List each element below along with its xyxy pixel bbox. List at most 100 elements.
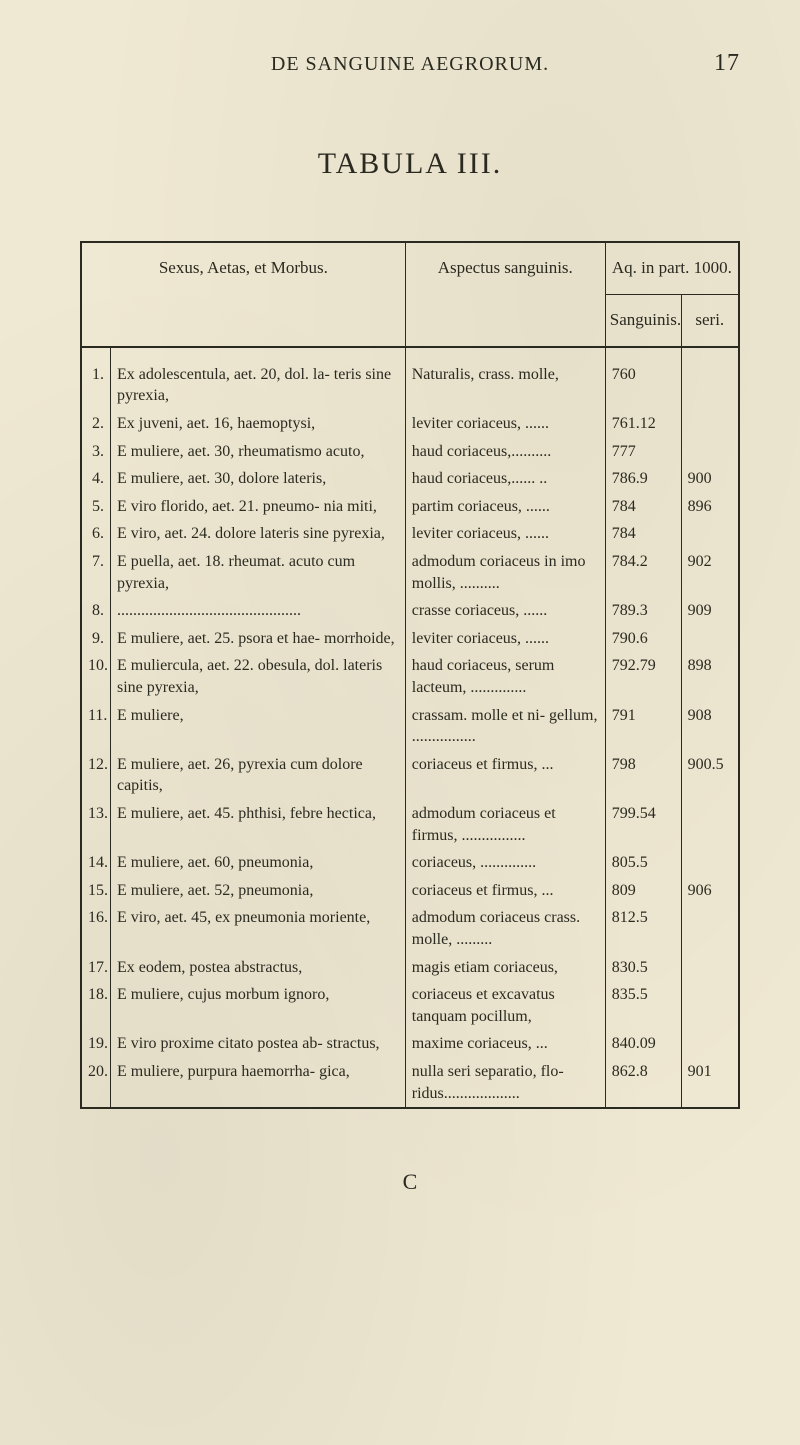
cell-seri: 900: [681, 465, 739, 493]
table-row: 9.E muliere, aet. 25. psora et hae- morr…: [81, 625, 739, 653]
row-number: 20.: [81, 1058, 110, 1108]
cell-aspectus: admodum coriaceus in imo mollis, .......…: [405, 548, 605, 597]
running-head: DE SANGUINE AEGRORUM. 17: [80, 50, 740, 77]
cell-aspectus: leviter coriaceus, ......: [405, 520, 605, 548]
cell-sexus: E muliere, aet. 45. phthisi, febre hecti…: [110, 800, 405, 849]
col-head-sexus: Sexus, Aetas, et Morbus.: [81, 242, 405, 294]
cell-sexus: ........................................…: [110, 597, 405, 625]
cell-sexus: E muliere, aet. 30, rheumatismo acuto,: [110, 438, 405, 466]
cell-sexus: E muliere, aet. 60, pneumonia,: [110, 849, 405, 877]
cell-sexus: Ex eodem, postea abstractus,: [110, 954, 405, 982]
cell-sanguinis: 784.2: [605, 548, 681, 597]
table-row: 11.E muliere,crassam. molle et ni- gellu…: [81, 702, 739, 751]
cell-sexus: Ex adolescentula, aet. 20, dol. la- teri…: [110, 347, 405, 410]
row-number: 2.: [81, 410, 110, 438]
row-number: 7.: [81, 548, 110, 597]
cell-aspectus: leviter coriaceus, ......: [405, 625, 605, 653]
cell-seri: 896: [681, 493, 739, 521]
cell-sexus: E muliere, aet. 25. psora et hae- morrho…: [110, 625, 405, 653]
cell-sexus: E viro proxime citato postea ab- stractu…: [110, 1030, 405, 1058]
cell-sanguinis: 830.5: [605, 954, 681, 982]
row-number: 4.: [81, 465, 110, 493]
cell-seri: 898: [681, 652, 739, 701]
col-head-aq: Aq. in part. 1000.: [605, 242, 739, 294]
cell-sanguinis: 809: [605, 877, 681, 905]
row-number: 1.: [81, 347, 110, 410]
gathering-signature: C: [80, 1169, 740, 1195]
cell-sanguinis: 791: [605, 702, 681, 751]
cell-sanguinis: 784: [605, 493, 681, 521]
cell-sexus: E viro florido, aet. 21. pneumo- nia mit…: [110, 493, 405, 521]
cell-aspectus: admodum coriaceus et firmus, ...........…: [405, 800, 605, 849]
cell-aspectus: haud coriaceus, serum lacteum, .........…: [405, 652, 605, 701]
row-number: 9.: [81, 625, 110, 653]
row-number: 17.: [81, 954, 110, 982]
row-number: 15.: [81, 877, 110, 905]
row-number: 14.: [81, 849, 110, 877]
table-body: 1.Ex adolescentula, aet. 20, dol. la- te…: [81, 347, 739, 1108]
cell-sanguinis: 862.8: [605, 1058, 681, 1108]
page-number: 17: [690, 50, 740, 77]
table-row: 15.E muliere, aet. 52, pneumonia,coriace…: [81, 877, 739, 905]
cell-aspectus: partim coriaceus, ......: [405, 493, 605, 521]
col-subhead-sanguinis: Sanguinis.: [605, 294, 681, 346]
cell-seri: [681, 904, 739, 953]
table-row: 6.E viro, aet. 24. dolore lateris sine p…: [81, 520, 739, 548]
cell-aspectus: coriaceus et excavatus tanquam pocillum,: [405, 981, 605, 1030]
table-row: 7.E puella, aet. 18. rheumat. acuto cum …: [81, 548, 739, 597]
table-row: 12.E muliere, aet. 26, pyrexia cum dolor…: [81, 751, 739, 800]
cell-sanguinis: 792.79: [605, 652, 681, 701]
cell-sexus: E muliere,: [110, 702, 405, 751]
cell-sexus: Ex juveni, aet. 16, haemoptysi,: [110, 410, 405, 438]
cell-seri: 901: [681, 1058, 739, 1108]
cell-seri: [681, 347, 739, 410]
cell-aspectus: nulla seri separatio, flo- ridus........…: [405, 1058, 605, 1108]
table-row: 5.E viro florido, aet. 21. pneumo- nia m…: [81, 493, 739, 521]
cell-seri: [681, 410, 739, 438]
row-number: 10.: [81, 652, 110, 701]
table-row: 18.E muliere, cujus morbum ignoro,coriac…: [81, 981, 739, 1030]
row-number: 3.: [81, 438, 110, 466]
row-number: 19.: [81, 1030, 110, 1058]
table-row: 19.E viro proxime citato postea ab- stra…: [81, 1030, 739, 1058]
row-number: 11.: [81, 702, 110, 751]
cell-sexus: E puella, aet. 18. rheumat. acuto cum py…: [110, 548, 405, 597]
cell-sexus: E muliercula, aet. 22. obesula, dol. lat…: [110, 652, 405, 701]
cell-aspectus: magis etiam coriaceus,: [405, 954, 605, 982]
cell-sanguinis: 760: [605, 347, 681, 410]
cell-sexus: E muliere, aet. 30, dolore lateris,: [110, 465, 405, 493]
cell-sexus: E muliere, purpura haemorrha- gica,: [110, 1058, 405, 1108]
cell-seri: 909: [681, 597, 739, 625]
table-row: 1.Ex adolescentula, aet. 20, dol. la- te…: [81, 347, 739, 410]
table-row: 16.E viro, aet. 45, ex pneumonia morient…: [81, 904, 739, 953]
cell-sanguinis: 805.5: [605, 849, 681, 877]
subhead-blank-1: [81, 294, 405, 346]
cell-sanguinis: 798: [605, 751, 681, 800]
cell-seri: [681, 954, 739, 982]
cell-sanguinis: 799.54: [605, 800, 681, 849]
cell-seri: [681, 849, 739, 877]
cell-seri: [681, 625, 739, 653]
data-table: Sexus, Aetas, et Morbus. Aspectus sangui…: [80, 241, 740, 1109]
cell-seri: 908: [681, 702, 739, 751]
col-subhead-seri: seri.: [681, 294, 739, 346]
cell-aspectus: maxime coriaceus, ...: [405, 1030, 605, 1058]
cell-seri: [681, 520, 739, 548]
subhead-blank-2: [405, 294, 605, 346]
scanned-page: DE SANGUINE AEGRORUM. 17 TABULA III. Sex…: [0, 0, 800, 1445]
table-row: 8.......................................…: [81, 597, 739, 625]
cell-aspectus: coriaceus et firmus, ...: [405, 751, 605, 800]
table-row: 20.E muliere, purpura haemorrha- gica,nu…: [81, 1058, 739, 1108]
cell-seri: 902: [681, 548, 739, 597]
running-title: DE SANGUINE AEGRORUM.: [130, 53, 690, 76]
cell-aspectus: admodum coriaceus crass. molle, ........…: [405, 904, 605, 953]
row-number: 8.: [81, 597, 110, 625]
cell-sanguinis: 789.3: [605, 597, 681, 625]
cell-sexus: E muliere, aet. 26, pyrexia cum dolore c…: [110, 751, 405, 800]
row-number: 16.: [81, 904, 110, 953]
row-number: 5.: [81, 493, 110, 521]
cell-sanguinis: 812.5: [605, 904, 681, 953]
cell-sexus: E muliere, cujus morbum ignoro,: [110, 981, 405, 1030]
table-row: 13.E muliere, aet. 45. phthisi, febre he…: [81, 800, 739, 849]
cell-sanguinis: 840.09: [605, 1030, 681, 1058]
